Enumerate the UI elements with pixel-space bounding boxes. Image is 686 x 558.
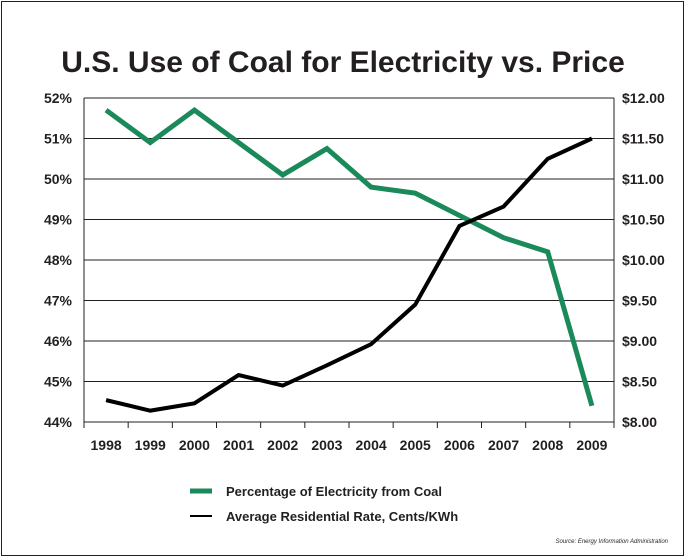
left-tick-label: 49% [44,212,73,228]
x-tick-label: 2001 [223,437,254,453]
right-tick-label: $9.50 [622,293,657,309]
left-tick-label: 46% [44,333,73,349]
left-tick-label: 45% [44,374,73,390]
left-tick-label: 44% [44,414,73,430]
x-tick-label: 2007 [488,437,519,453]
axes [83,98,615,428]
right-tick-label: $9.00 [622,333,657,349]
series-line-coal-percentage [104,107,595,407]
legend-label-rate: Average Residential Rate, Cents/KWh [226,509,458,524]
gridlines [84,97,614,423]
x-tick-label: 2006 [444,437,475,453]
right-tick-label: $11.00 [622,171,664,187]
left-tick-label: 51% [44,131,73,147]
right-tick-label: $12.00 [622,90,665,106]
left-tick-label: 47% [44,293,73,309]
x-tick-label: 1998 [91,437,122,453]
x-axis-tick-labels: 1998 1999 2000 2001 2002 2003 2004 2005 2006 2007… [91,437,608,453]
x-tick-label: 2005 [400,437,431,453]
chart-title: U.S. Use of Coal for Electricity vs. Pri… [61,46,625,79]
x-tick-label: 2002 [267,437,298,453]
right-axis-tick-labels: $8.00 $8.50 $9.00 $9.50 $10.00 $10.50 $11.00 $1… [622,90,665,430]
source-note: Source: Energy Information Administratio… [556,539,669,545]
right-tick-label: $10.00 [622,252,665,268]
right-tick-label: $8.00 [622,414,657,430]
x-tick-label: 1999 [135,437,166,453]
legend-label-coal: Percentage of Electricity from Coal [226,484,442,499]
right-tick-label: $11.50 [622,131,664,147]
x-tick-label: 2000 [179,437,210,453]
x-tick-label: 2003 [311,437,342,453]
left-axis-tick-labels: 44% 45% 46% 47% 48% 49% 50% 51% 52% [44,90,73,430]
right-tick-label: $8.50 [622,374,657,390]
x-tick-label: 2008 [532,437,563,453]
series-line-residential-rate [105,136,593,413]
right-tick-label: $10.50 [622,212,665,228]
x-tick-label: 2004 [356,437,387,453]
series-lines [104,107,595,413]
left-tick-label: 50% [44,171,73,187]
x-tick-label: 2009 [576,437,607,453]
left-tick-label: 48% [44,252,73,268]
left-tick-label: 52% [44,90,73,106]
legend: Percentage of Electricity from Coal Aver… [190,484,458,524]
